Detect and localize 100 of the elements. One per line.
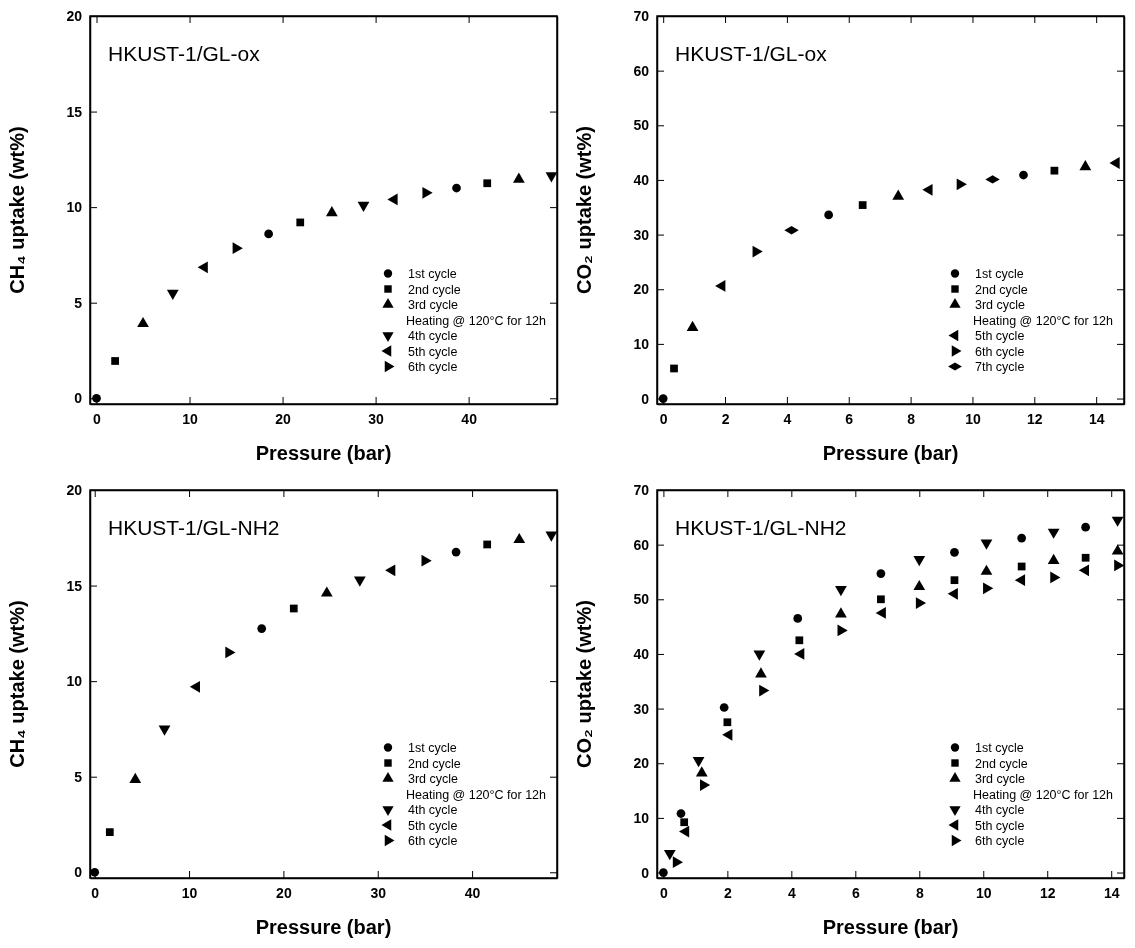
y-tick-label: 40 [633, 171, 650, 188]
x-tick-label: 6 [851, 884, 860, 901]
legend-label: 3rd cycle [408, 772, 459, 786]
legend-label: 6th cycle [408, 360, 458, 374]
legend-label: 5th cycle [975, 329, 1025, 343]
point [715, 280, 726, 292]
point [90, 867, 100, 877]
point [719, 703, 729, 712]
x-tick-label: 30 [370, 884, 387, 901]
legend-label: 2nd cycle [408, 756, 461, 771]
x-tick-label: 2 [721, 410, 730, 427]
point [759, 684, 770, 697]
point [422, 186, 433, 199]
x-tick-label: 12 [1039, 884, 1056, 901]
point [672, 856, 683, 869]
point [877, 595, 885, 604]
y-tick-label: 10 [66, 199, 83, 216]
legend-label: 1st cycle [408, 267, 457, 281]
point [232, 242, 243, 255]
y-tick-label: 50 [633, 591, 650, 608]
legend-label: 2nd cycle [975, 282, 1028, 297]
x-tick-label: 0 [660, 884, 668, 901]
point [1081, 553, 1090, 562]
y-tick-label: 50 [633, 117, 650, 134]
point [837, 624, 848, 637]
x-tick-label: 40 [464, 884, 481, 901]
point [1017, 562, 1026, 571]
y-axis-title: CH₄ uptake (wt%) [6, 600, 28, 768]
point [722, 728, 733, 741]
y-axis-title: CO₂ uptake (wt%) [573, 600, 595, 768]
point [1111, 516, 1124, 527]
legend-label: 5th cycle [408, 818, 458, 833]
point [659, 868, 668, 877]
y-tick-label: 40 [633, 645, 650, 662]
point [793, 614, 803, 623]
text: HKUST-1/GL-ox [675, 42, 828, 65]
point [325, 206, 338, 217]
point [545, 531, 558, 542]
point [483, 540, 492, 549]
y-tick-label: 15 [66, 577, 83, 594]
x-tick-label: 10 [182, 410, 199, 427]
point [794, 648, 805, 660]
point [670, 364, 678, 373]
annotation: Heating @ 120°C for 12h [406, 787, 547, 802]
point [1050, 571, 1061, 584]
point [289, 604, 298, 613]
y-axis-title: CO₂ uptake (wt%) [573, 126, 595, 294]
point [753, 650, 766, 661]
point [915, 597, 927, 610]
legend-label: 6th cycle [975, 834, 1025, 848]
point [1047, 528, 1060, 539]
x-tick-label: 4 [787, 884, 796, 901]
y-tick-label: 5 [74, 768, 83, 785]
point [824, 210, 834, 220]
y-tick-label: 10 [633, 809, 650, 826]
point [166, 289, 179, 300]
y-tick-label: 30 [633, 700, 650, 717]
x-tick-label: 20 [275, 410, 292, 427]
point [678, 825, 690, 838]
legend-label: 5th cycle [408, 344, 458, 359]
point [189, 680, 201, 693]
text: HKUST-1/GL-NH2 [675, 516, 847, 539]
x-tick-label: 12 [1027, 410, 1043, 427]
legend-label: 6th cycle [408, 834, 458, 848]
point [129, 772, 142, 783]
y-tick-label: 20 [633, 281, 650, 298]
legend-label: 6th cycle [975, 344, 1025, 359]
point [922, 183, 933, 196]
legend-label: 1st cycle [975, 267, 1024, 281]
point [980, 564, 993, 575]
x-tick-label: 0 [93, 410, 102, 427]
point [1109, 157, 1120, 169]
point [663, 850, 676, 861]
point [357, 201, 370, 213]
point [197, 261, 208, 274]
x-tick-label: 2 [723, 884, 732, 901]
legend-label: 4th cycle [975, 803, 1025, 817]
annotation: Heating @ 120°C for 12h [406, 313, 547, 328]
legend-label: 1st cycle [408, 741, 457, 755]
point [105, 828, 114, 836]
point [137, 316, 149, 328]
x-tick-label: 8 [915, 884, 924, 901]
x-tick-label: 14 [1103, 884, 1120, 901]
point [545, 172, 558, 183]
y-tick-label: 60 [633, 536, 650, 553]
y-tick-label: 0 [74, 864, 83, 881]
point [257, 624, 267, 633]
y-tick-label: 30 [633, 226, 650, 243]
point [1114, 559, 1125, 572]
point [264, 229, 273, 239]
point [320, 586, 333, 597]
legend-label: 3rd cycle [408, 298, 459, 312]
y-tick-label: 20 [633, 755, 650, 772]
point [892, 189, 905, 200]
point [950, 547, 959, 557]
point [658, 394, 668, 403]
x-tick-label: 8 [907, 410, 916, 427]
point [686, 320, 699, 331]
y-tick-label: 5 [74, 294, 83, 311]
point [695, 766, 708, 777]
